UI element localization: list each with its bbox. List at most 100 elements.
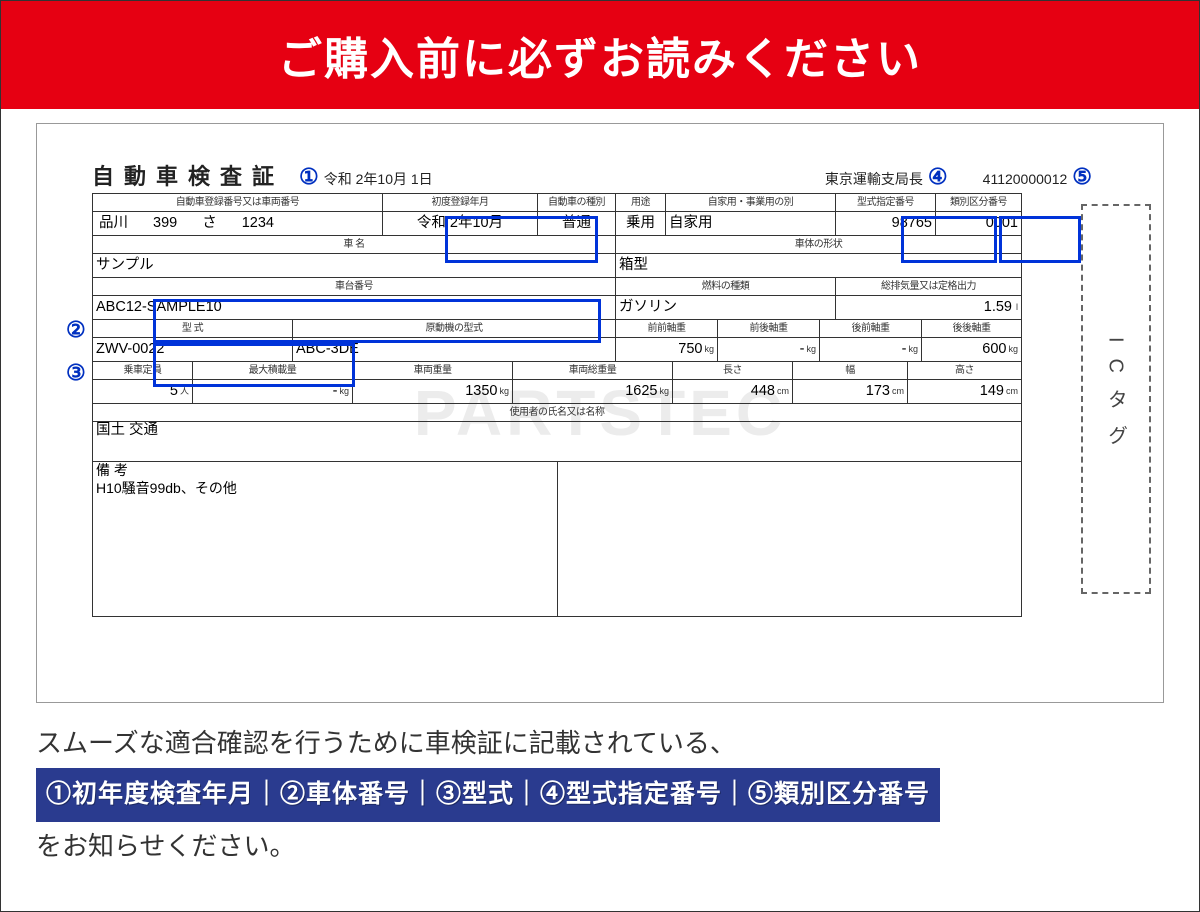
- hdr-reg: 自動車登録番号又は車両番号: [93, 194, 383, 211]
- val-private: 自家用: [666, 212, 836, 235]
- instruction-line-3: をお知らせください。: [36, 822, 1164, 871]
- hdr-height: 高さ: [908, 362, 1022, 379]
- hdr-front-front-axle: 前前軸重: [616, 320, 718, 337]
- callout-5: ⑤: [1072, 164, 1092, 190]
- reg-class: 399: [153, 216, 177, 231]
- val-model: ZWV-0022: [93, 338, 293, 361]
- hdr-displacement: 総排気量又は定格出力: [836, 278, 1022, 295]
- gross-wt-value: 1625: [625, 384, 657, 399]
- max-load-value: -: [333, 384, 338, 399]
- unit-cm-1: cm: [777, 387, 789, 396]
- unit-kg-3: kg: [908, 345, 918, 354]
- len-value: 448: [751, 384, 775, 399]
- hgt-value: 149: [980, 384, 1004, 399]
- remarks-right: [558, 462, 1022, 616]
- issue-date: 令和 2年10月 1日: [324, 169, 433, 189]
- hdr-use: 用途: [616, 194, 666, 211]
- veh-wt-value: 1350: [465, 384, 497, 399]
- val-user-name: 国土 交通: [93, 422, 1022, 461]
- inspection-certificate: 自動車検査証 ① 令和 2年10月 1日 東京運輸支局長 ④ 411200000…: [92, 159, 1092, 617]
- cap-value: 5: [170, 384, 178, 399]
- unit-cm-2: cm: [892, 387, 904, 396]
- val-gross-weight: 1625kg: [513, 380, 673, 403]
- unit-kg-4: kg: [1008, 345, 1018, 354]
- hdr-rear-front-axle: 後前軸重: [820, 320, 922, 337]
- reg-region: 品川: [99, 216, 128, 231]
- document-frame: PARTSTEC 自動車検査証 ① 令和 2年10月 1日 東京運輸支局長 ④ …: [36, 123, 1164, 703]
- hdr-remarks: 備 考: [96, 463, 128, 477]
- unit-kg-1: kg: [704, 345, 714, 354]
- unit-person: 人: [180, 387, 189, 396]
- hdr-gross-weight: 車両総重量: [513, 362, 673, 379]
- unit-kg-2: kg: [806, 345, 816, 354]
- hdr-private: 自家用・事業用の別: [666, 194, 836, 211]
- hdr-car-name: 車 名: [93, 236, 616, 253]
- val-kind: 普通: [538, 212, 616, 235]
- callout-3: ③: [66, 360, 86, 386]
- hdr-fuel: 燃料の種類: [616, 278, 836, 295]
- hdr-first-reg: 初度登録年月: [383, 194, 538, 211]
- hdr-rear-rear-axle: 後後軸重: [922, 320, 1022, 337]
- val-height: 149cm: [908, 380, 1022, 403]
- val-displacement: 1.59 l: [836, 296, 1022, 319]
- reg-kana: さ: [202, 216, 217, 231]
- serial-number: 41120000012: [983, 171, 1068, 187]
- val-fr-axle: -kg: [718, 338, 820, 361]
- val-first-reg: 令和 2年10月: [383, 212, 538, 235]
- val-length: 448cm: [673, 380, 793, 403]
- rr-axle-value: 600: [982, 342, 1006, 357]
- unit-cm-3: cm: [1006, 387, 1018, 396]
- doc-header-row: 自動車検査証 ① 令和 2年10月 1日 東京運輸支局長 ④ 411200000…: [92, 159, 1092, 191]
- unit-kg-7: kg: [659, 387, 669, 396]
- val-car-name: サンプル: [93, 254, 616, 277]
- hdr-width: 幅: [793, 362, 908, 379]
- instruction-text: スムーズな適合確認を行うために車検証に記載されている、 ①初年度検査年月｜②車体…: [36, 719, 1164, 871]
- callout-1: ①: [299, 164, 319, 190]
- val-fuel: ガソリン: [616, 296, 836, 319]
- val-max-load: -kg: [193, 380, 353, 403]
- fr-axle-value: -: [800, 342, 805, 357]
- hdr-engine: 原動機の型式: [293, 320, 616, 337]
- val-model-no: 98765: [836, 212, 936, 235]
- unit-kg-6: kg: [499, 387, 509, 396]
- required-fields-bar: ①初年度検査年月｜②車体番号｜③型式｜④型式指定番号｜⑤類別区分番号: [36, 768, 940, 822]
- hdr-body-shape: 車体の形状: [616, 236, 1022, 253]
- hdr-length: 長さ: [673, 362, 793, 379]
- callout-2: ②: [66, 317, 86, 343]
- val-remarks: H10騒音99db、その他: [96, 481, 237, 495]
- remarks-cell: 備 考 H10騒音99db、その他: [93, 462, 558, 616]
- doc-title: 自動車検査証: [92, 159, 284, 191]
- unit-kg-5: kg: [339, 387, 349, 396]
- val-class-no: 0001: [936, 212, 1022, 235]
- val-frame-no: ABC12-SAMPLE10: [93, 296, 616, 319]
- instruction-line-1: スムーズな適合確認を行うために車検証に記載されている、: [36, 719, 1164, 768]
- val-rf-axle: -kg: [820, 338, 922, 361]
- hdr-front-rear-axle: 前後軸重: [718, 320, 820, 337]
- hdr-user-name: 使用者の氏名又は名称: [93, 404, 1022, 421]
- val-use: 乗用: [616, 212, 666, 235]
- hdr-vehicle-weight: 車両重量: [353, 362, 513, 379]
- val-width: 173cm: [793, 380, 908, 403]
- val-rr-axle: 600kg: [922, 338, 1022, 361]
- certificate-table: 自動車登録番号又は車両番号 初度登録年月 自動車の種別 用途 自家用・事業用の別…: [92, 193, 1022, 617]
- wid-value: 173: [866, 384, 890, 399]
- issuing-office: 東京運輸支局長: [825, 169, 923, 189]
- disp-value: 1.59: [984, 300, 1012, 315]
- hdr-class-no: 類別区分番号: [936, 194, 1022, 211]
- hdr-capacity: 乗車定員: [93, 362, 193, 379]
- reg-num: 1234: [242, 216, 274, 231]
- hdr-kind: 自動車の種別: [538, 194, 616, 211]
- callout-4: ④: [928, 164, 948, 190]
- hdr-frame-no: 車台番号: [93, 278, 616, 295]
- hdr-model: 型 式: [93, 320, 293, 337]
- val-capacity: 5人: [93, 380, 193, 403]
- val-reg: 品川 399 さ 1234: [93, 212, 383, 235]
- val-vehicle-weight: 1350kg: [353, 380, 513, 403]
- val-body-shape: 箱型: [616, 254, 1022, 277]
- ic-tag-area: ICタグ: [1081, 204, 1151, 594]
- val-ff-axle: 750kg: [616, 338, 718, 361]
- ff-axle-value: 750: [678, 342, 702, 357]
- unit-l: l: [1016, 303, 1018, 312]
- banner: ご購入前に必ずお読みください: [1, 1, 1199, 109]
- rf-axle-value: -: [902, 342, 907, 357]
